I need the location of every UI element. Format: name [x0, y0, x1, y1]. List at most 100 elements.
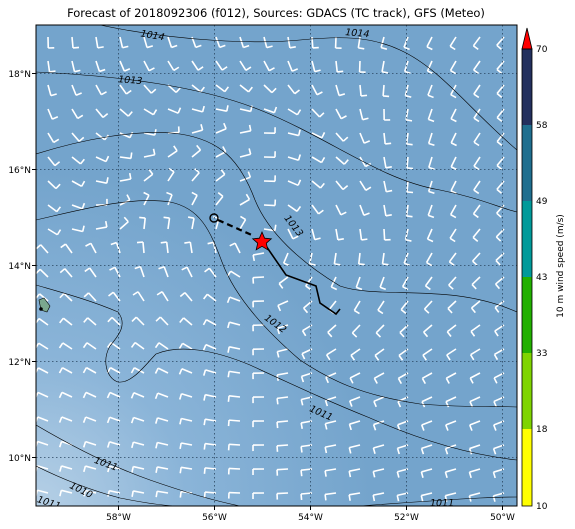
wind-barb: [448, 252, 457, 263]
wind-barb: [351, 324, 361, 334]
wind-barb-flag: [58, 367, 64, 374]
wind-barb-flag: [469, 354, 475, 361]
wind-barb-flag: [496, 92, 503, 98]
wind-barb: [215, 127, 227, 134]
wind-barb: [359, 156, 367, 167]
wind-barb: [377, 300, 385, 311]
wind-barb-flag: [343, 159, 349, 165]
wind-barb: [167, 150, 178, 158]
wind-barb-flag: [130, 392, 135, 399]
wind-barb: [449, 36, 457, 47]
wind-barb-flag: [427, 214, 435, 219]
wind-barb: [206, 293, 217, 302]
wind-barb: [37, 465, 49, 470]
wind-barb: [287, 204, 298, 212]
wind-barb-flag: [297, 179, 302, 186]
wind-barb: [167, 217, 171, 230]
wind-barb: [278, 276, 289, 285]
wind-barb-flag: [80, 180, 86, 187]
wind-barb: [335, 84, 340, 96]
wind-barb: [143, 194, 150, 206]
wind-barb-flag: [106, 392, 111, 399]
wind-barb: [311, 60, 316, 72]
wind-barb-flag: [349, 377, 354, 384]
wind-barb-flag: [294, 89, 300, 95]
wind-barb-flag: [179, 491, 182, 498]
wind-barb: [157, 490, 169, 494]
wind-barb: [71, 36, 74, 49]
wind-barb: [109, 416, 121, 422]
wind-barb: [167, 84, 177, 94]
wind-barb-flag: [197, 66, 204, 71]
wind-barb-flag: [108, 291, 114, 297]
wind-barb: [427, 132, 433, 144]
wind-barb-flag: [337, 70, 344, 73]
wind-barb-flag: [178, 342, 184, 349]
wind-barb-flag: [74, 69, 81, 73]
wind-barb-flag: [179, 418, 183, 425]
wind-barb-flag: [365, 186, 372, 192]
wind-barb: [287, 180, 299, 187]
wind-barb: [228, 419, 241, 422]
wind-barb: [189, 242, 193, 254]
wind-barb: [349, 372, 361, 379]
wind-barb-flag: [276, 421, 279, 429]
wind-barb-flag: [399, 331, 405, 338]
wind-barb: [133, 416, 145, 422]
wind-barb-flag: [472, 45, 479, 51]
wind-barb-flag: [203, 293, 208, 300]
wind-barb-flag: [292, 235, 299, 240]
wind-barb-flag: [324, 446, 328, 454]
wind-barb: [421, 492, 433, 497]
wind-barb-flag: [450, 213, 457, 219]
wind-barb-flag: [195, 44, 202, 49]
wind-barb-flag: [426, 261, 433, 267]
wind-barb: [277, 348, 289, 353]
wind-barb-flag: [496, 164, 503, 170]
wind-barb: [38, 342, 49, 350]
wind-barb: [277, 372, 289, 376]
wind-barb: [61, 465, 73, 470]
wind-barb: [119, 156, 132, 160]
wind-barb: [184, 292, 193, 302]
wind-barb-flag: [99, 68, 106, 73]
isobar-1013-north: [36, 71, 517, 213]
wind-barb-flag: [420, 448, 425, 455]
wind-barb-flag: [82, 392, 87, 399]
wind-barb: [349, 444, 361, 449]
wind-barb-flag: [444, 495, 448, 502]
wind-barb: [335, 180, 344, 190]
wind-barb-flag: [229, 242, 236, 247]
wind-barb-flag: [348, 400, 353, 407]
wind-barb-flag: [83, 465, 87, 473]
wind-barb-flag: [154, 417, 159, 424]
wind-barb: [423, 300, 433, 310]
wind-barb-flag: [496, 44, 502, 50]
wind-barb-flag: [446, 354, 451, 361]
wind-barb-flag: [271, 87, 277, 94]
wind-barb-flag: [473, 213, 479, 219]
wind-barb: [88, 292, 97, 302]
wind-barb-flag: [494, 330, 499, 337]
wind-barb-flag: [128, 172, 132, 180]
wind-barb-flag: [447, 307, 453, 314]
wind-barb: [61, 391, 73, 398]
isobar-1010: [36, 465, 181, 506]
wind-barb: [215, 195, 224, 206]
wind-barb-flag: [154, 342, 160, 349]
wind-barb: [427, 84, 433, 96]
wind-barb-flag: [495, 236, 502, 242]
wind-barb-flag: [385, 214, 392, 217]
wind-barb: [421, 396, 433, 403]
wind-barb-flag: [58, 441, 63, 448]
wind-barb-flag: [201, 105, 205, 113]
wind-barb: [325, 420, 337, 425]
wind-barb-flag: [177, 107, 182, 114]
wind-barb-flag: [199, 86, 205, 93]
wind-barb: [335, 156, 345, 165]
wind-barb-flag: [200, 124, 204, 131]
wind-barb: [62, 342, 73, 350]
wind-barb: [287, 60, 293, 72]
wind-barb: [85, 489, 97, 494]
wind-barb: [40, 244, 49, 254]
